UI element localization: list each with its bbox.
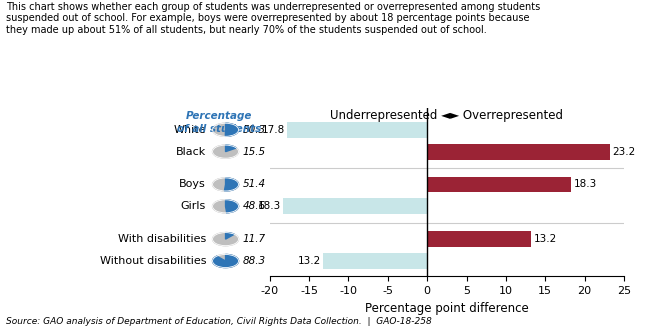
- X-axis label: Percentage point difference: Percentage point difference: [365, 301, 528, 315]
- Bar: [427, 144, 610, 160]
- Text: 13.2: 13.2: [534, 234, 556, 244]
- Text: Percentage
of all students: Percentage of all students: [177, 111, 261, 134]
- Text: With disabilities: With disabilities: [118, 234, 206, 244]
- Text: Source: GAO analysis of Department of Education, Civil Rights Data Collection.  : Source: GAO analysis of Department of Ed…: [6, 317, 432, 326]
- Text: 23.2: 23.2: [612, 146, 636, 157]
- Text: Black: Black: [176, 146, 206, 157]
- Text: 13.2: 13.2: [298, 256, 321, 266]
- Text: 88.3: 88.3: [242, 256, 266, 266]
- Text: 50.3: 50.3: [242, 125, 266, 135]
- Text: White: White: [174, 125, 206, 135]
- Text: Girls: Girls: [181, 201, 206, 211]
- Text: Boys: Boys: [179, 180, 206, 189]
- Text: 18.3: 18.3: [257, 201, 281, 211]
- Text: 11.7: 11.7: [242, 234, 266, 244]
- Text: Underrepresented ◄► Overrepresented: Underrepresented ◄► Overrepresented: [330, 109, 564, 122]
- Text: 15.5: 15.5: [242, 146, 266, 157]
- Text: 17.8: 17.8: [261, 125, 285, 135]
- Bar: [323, 253, 427, 269]
- Text: Without disabilities: Without disabilities: [99, 256, 206, 266]
- Bar: [427, 231, 531, 247]
- Bar: [283, 198, 427, 214]
- Text: 18.3: 18.3: [573, 180, 597, 189]
- Bar: [287, 122, 427, 138]
- Text: 51.4: 51.4: [242, 180, 266, 189]
- Text: 48.6: 48.6: [242, 201, 266, 211]
- Text: This chart shows whether each group of students was underrepresented or overrepr: This chart shows whether each group of s…: [6, 2, 541, 35]
- Bar: [427, 177, 571, 192]
